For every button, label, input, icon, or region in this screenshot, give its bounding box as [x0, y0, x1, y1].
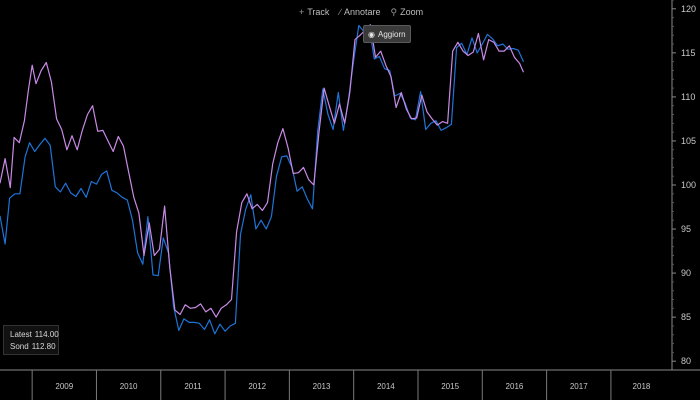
update-button[interactable]: ◉ Aggiorn: [363, 25, 411, 43]
pencil-icon: ∕: [339, 7, 341, 17]
chart-legend: Latest 114.00 Sond 112.80: [3, 325, 59, 355]
x-tick-label: 2009: [55, 382, 73, 391]
y-tick-label: 110: [681, 92, 695, 102]
y-tick-label: 100: [681, 180, 696, 190]
x-tick-label: 2011: [184, 382, 202, 391]
x-tick-label: 2010: [120, 382, 138, 391]
y-tick-label: 120: [681, 4, 696, 14]
legend-series-value: 114.00: [34, 329, 59, 339]
update-label: Aggiorn: [377, 29, 406, 39]
chart-toolbar: + Track ∕ Annotare ⚲ Zoom: [299, 4, 423, 20]
series-line-latest: [0, 24, 525, 335]
x-tick-label: 2017: [570, 382, 588, 391]
magnifier-icon: ⚲: [390, 6, 398, 17]
track-label: Track: [307, 7, 330, 17]
annotate-button[interactable]: ∕ Annotare: [339, 7, 380, 17]
legend-series-name: Sond: [10, 341, 29, 351]
legend-entry-sond: Sond 112.80: [7, 340, 56, 352]
y-tick-label: 95: [681, 224, 691, 234]
y-tick-label: 80: [681, 356, 691, 366]
legend-entry-latest: Latest 114.00: [7, 328, 59, 340]
x-tick-label: 2014: [377, 382, 395, 391]
legend-series-value: 112.80: [31, 341, 56, 351]
x-tick-label: 2018: [633, 382, 651, 391]
refresh-icon: ◉: [368, 29, 375, 39]
y-tick-label: 90: [681, 268, 691, 278]
track-button[interactable]: + Track: [299, 7, 329, 17]
y-tick-label: 105: [681, 136, 696, 146]
x-tick-label: 2016: [506, 382, 524, 391]
crosshair-icon: +: [299, 7, 305, 17]
zoom-button[interactable]: ⚲ Zoom: [390, 7, 423, 18]
y-tick-label: 115: [681, 48, 695, 58]
zoom-label: Zoom: [400, 7, 424, 17]
series-line-sond: [0, 24, 525, 318]
x-tick-label: 2013: [313, 382, 331, 391]
y-tick-label: 85: [681, 312, 691, 322]
x-tick-label: 2015: [441, 382, 459, 391]
annotate-label: Annotare: [343, 7, 381, 17]
x-tick-label: 2012: [248, 382, 266, 391]
legend-series-name: Latest: [10, 329, 32, 339]
